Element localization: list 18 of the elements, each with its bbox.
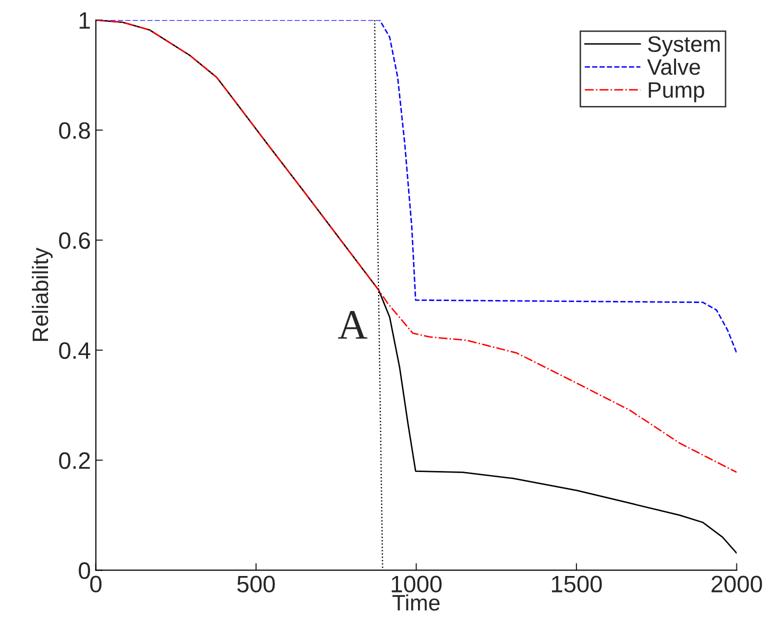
y-tick-label: 0.4 (59, 342, 90, 359)
x-tick-label: 0 (90, 576, 102, 592)
y-axis-title: Reliability (32, 248, 53, 341)
x-axis-title: Time (392, 594, 440, 611)
y-tick-label: 0 (78, 562, 90, 580)
x-tick-label: 1000 (392, 576, 442, 592)
legend-label: Pump (648, 82, 704, 102)
y-tick-label: 0.2 (59, 452, 90, 469)
annotation: A (338, 311, 368, 339)
x-tick-label: 1500 (552, 576, 602, 592)
y-tick-label: 1 (80, 12, 90, 29)
legend-label: System (648, 36, 720, 56)
legend-label: Valve (647, 58, 700, 75)
line-series (96, 20, 737, 473)
x-tick-label: 500 (237, 576, 275, 592)
y-tick-label: 0.8 (59, 122, 90, 139)
y-tick-label: 0.6 (59, 232, 90, 249)
x-tick-label: 2000 (712, 576, 762, 592)
